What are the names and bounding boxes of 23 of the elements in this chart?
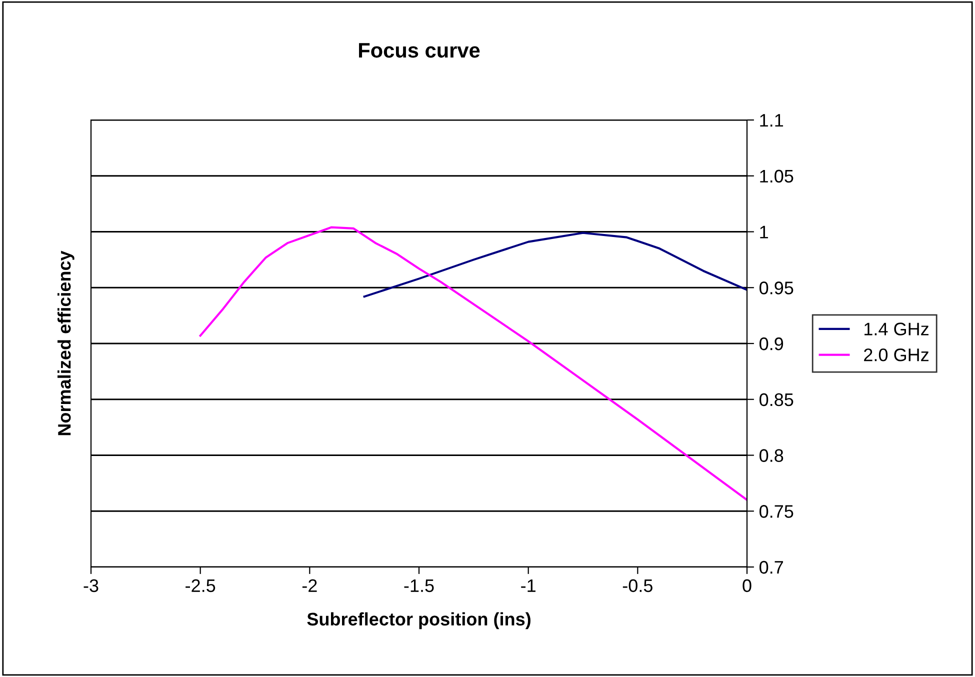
x-tick-label: -1.5: [404, 579, 434, 592]
x-tick-label: -3: [84, 579, 98, 592]
y-tick-label: 0.7: [760, 560, 783, 574]
legend-label: 1.4 GHz: [864, 322, 928, 336]
x-tick-label: 0: [742, 579, 752, 592]
legend-label: 2.0 GHz: [864, 348, 928, 362]
x-tick-label: -1: [521, 579, 536, 592]
y-tick-label: 0.8: [760, 449, 784, 462]
x-tick-label: -0.5: [622, 579, 652, 592]
x-axis-title: Subreflector position (ins): [307, 612, 530, 630]
line-series: [363, 232, 747, 298]
x-tick-label: -2: [302, 579, 317, 592]
y-axis-title: Normalized efficiency: [58, 250, 74, 436]
y-tick-label: 1.1: [760, 114, 784, 127]
y-tick-label: 1: [760, 226, 768, 238]
y-tick-label: 0.85: [760, 393, 794, 406]
chart-title: Focus curve: [359, 43, 480, 58]
x-tick-label: -2.5: [186, 579, 216, 592]
y-tick-label: 0.75: [760, 505, 794, 518]
line-series: [199, 226, 747, 501]
y-tick-label: 0.9: [760, 337, 784, 350]
y-tick-label: 1.05: [760, 170, 794, 183]
y-tick-label: 0.95: [760, 282, 794, 294]
